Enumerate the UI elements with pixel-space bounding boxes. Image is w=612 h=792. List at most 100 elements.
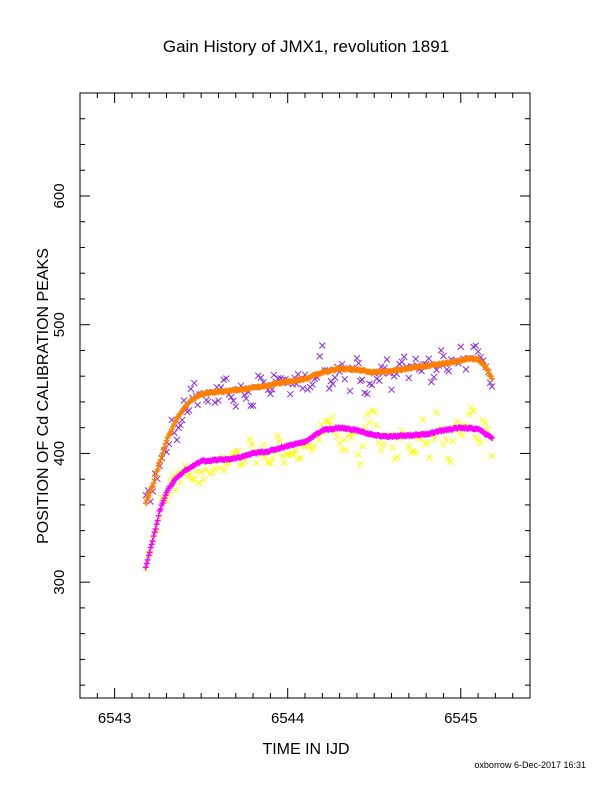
data-point: [474, 348, 482, 355]
data-point: [383, 356, 391, 363]
data-point: [457, 343, 465, 351]
data-point: [209, 468, 217, 476]
data-point: [373, 422, 380, 429]
data-point: [482, 362, 488, 369]
chart-title: Gain History of JMX1, revolution 1891: [163, 37, 449, 56]
data-point: [241, 457, 249, 465]
data-point: [355, 359, 363, 367]
data-point: [142, 500, 149, 507]
data-point: [292, 447, 300, 454]
data-point: [163, 437, 170, 444]
data-point: [270, 371, 278, 379]
data-point: [440, 352, 447, 360]
data-point: [299, 384, 307, 392]
data-point: [144, 556, 151, 563]
data-point: [488, 375, 495, 382]
data-point: [487, 434, 494, 441]
series-2: [142, 404, 496, 573]
data-point: [425, 355, 433, 362]
y-tick-label: 300: [51, 570, 68, 595]
data-point: [294, 370, 302, 378]
data-point: [465, 410, 473, 418]
data-point: [246, 436, 253, 443]
data-point: [346, 387, 354, 395]
data-point: [419, 416, 427, 423]
data-point: [359, 442, 367, 450]
data-point: [400, 353, 408, 361]
data-point: [155, 462, 162, 469]
data-point: [488, 452, 496, 460]
data-point: [280, 459, 288, 467]
data-point: [353, 354, 361, 362]
data-point: [329, 380, 337, 388]
data-point: [370, 408, 378, 416]
data-point: [162, 440, 169, 447]
data-point: [358, 376, 366, 384]
series-3: [142, 424, 495, 571]
y-axis-label: POSITION OF Cd CALIBRATION PEAKS: [35, 248, 52, 544]
data-point: [322, 417, 330, 425]
data-point: [474, 436, 482, 443]
data-point: [188, 475, 196, 483]
data-point: [216, 464, 223, 472]
data-point: [389, 444, 397, 452]
data-point: [145, 492, 152, 499]
footer-credit: oxborrow 6-Dec-2017 16:31: [474, 760, 586, 770]
data-point: [142, 564, 149, 571]
data-point: [467, 404, 475, 411]
data-point: [363, 390, 371, 398]
data-point: [333, 433, 341, 441]
data-point: [260, 441, 267, 449]
data-point: [241, 391, 248, 399]
data-point: [249, 402, 257, 410]
y-tick-label: 600: [51, 183, 68, 208]
data-point: [234, 447, 242, 455]
data-point: [286, 390, 294, 398]
data-point: [376, 377, 383, 385]
data-point: [276, 438, 283, 445]
data-point: [488, 383, 496, 390]
data-point: [185, 407, 193, 414]
data-point: [158, 453, 165, 460]
data-point: [151, 476, 158, 483]
data-point: [230, 397, 237, 405]
data-point: [148, 541, 155, 548]
data-point: [458, 432, 466, 439]
data-point: [445, 367, 453, 375]
data-point: [253, 459, 260, 467]
data-point: [159, 450, 166, 457]
data-point: [146, 549, 153, 556]
data-point: [190, 476, 198, 483]
data-point: [287, 450, 295, 458]
data-point: [477, 439, 484, 447]
data-point: [232, 403, 240, 410]
data-point: [347, 434, 355, 442]
y-tick-label: 500: [51, 312, 68, 337]
data-point: [187, 385, 195, 393]
data-point: [248, 441, 256, 449]
data-point: [380, 440, 387, 448]
data-point: [354, 451, 362, 458]
data-point: [442, 435, 450, 443]
data-point: [357, 460, 364, 468]
data-point: [149, 537, 156, 544]
x-tick-label: 6544: [271, 710, 304, 727]
data-point: [177, 479, 184, 487]
data-point: [427, 378, 435, 386]
data-point: [180, 397, 188, 404]
data-point: [316, 353, 324, 360]
data-point: [310, 442, 318, 450]
data-point: [426, 454, 433, 461]
data-point: [325, 385, 333, 392]
data-point: [433, 366, 440, 374]
axes: 6543 6544 6545 300 400 500 600: [51, 93, 531, 727]
data-point: [190, 379, 198, 387]
data-point: [375, 439, 383, 447]
data-point: [242, 395, 250, 402]
data-point: [444, 455, 452, 462]
data-point: [366, 418, 373, 426]
data-point: [155, 512, 162, 519]
data-point: [447, 458, 454, 466]
data-point: [267, 459, 274, 467]
data-point: [405, 374, 413, 382]
